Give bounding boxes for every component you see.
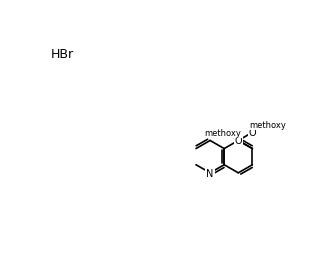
- Text: methoxy: methoxy: [205, 128, 241, 137]
- Text: O: O: [249, 128, 256, 138]
- Text: N: N: [206, 168, 214, 178]
- Text: HBr: HBr: [51, 47, 74, 60]
- Text: methoxy: methoxy: [249, 120, 286, 129]
- Text: O: O: [234, 136, 242, 146]
